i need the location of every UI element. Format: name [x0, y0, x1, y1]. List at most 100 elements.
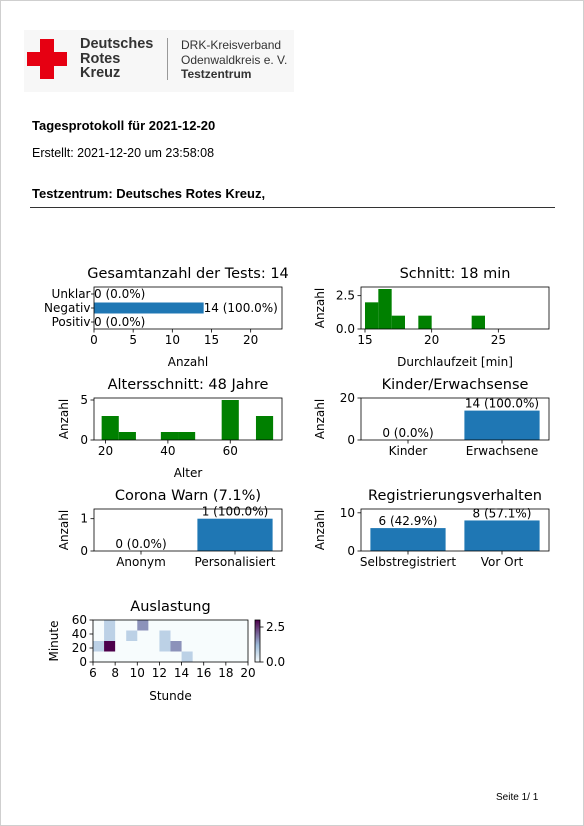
- y-tick-label: 60: [72, 613, 87, 627]
- document-title: Tagesprotokoll für 2021-12-20: [32, 118, 216, 133]
- heatmap-cell: [170, 641, 182, 652]
- bar: [255, 416, 274, 440]
- bar: [118, 432, 136, 440]
- x-tick-label: 5: [129, 333, 137, 347]
- x-tick-label: 15: [357, 333, 372, 347]
- category-label: Unklar: [52, 287, 91, 301]
- y-tick-label: 5: [80, 393, 88, 407]
- org-name-line: Rotes: [80, 50, 121, 67]
- x-tick-label: 16: [196, 666, 211, 680]
- y-axis-label: Anzahl: [313, 399, 327, 439]
- x-tick-label: 40: [160, 444, 175, 458]
- x-axis-label: Alter: [174, 466, 203, 480]
- y-tick-label: 20: [72, 641, 87, 655]
- y-tick-label: 0: [80, 433, 88, 447]
- x-tick-label: 20: [243, 333, 258, 347]
- org-unit-line1: DRK-Kreisverband: [181, 38, 282, 52]
- axes-frame: [360, 286, 550, 330]
- x-axis-label: Anzahl: [168, 355, 208, 369]
- colorbar: [254, 619, 261, 663]
- x-axis-label: Stunde: [149, 689, 192, 703]
- heatmap-cell: [104, 630, 116, 641]
- x-tick-label: Anonym: [116, 555, 166, 569]
- org-unit-line3: Testzentrum: [181, 67, 252, 81]
- x-tick-label: Vor Ort: [481, 555, 524, 569]
- chart-duration: Schnitt: 18 min 15 20 25 0.0 2.5 Durchlaufzeit…: [313, 266, 550, 369]
- x-tick-label: 10: [130, 666, 145, 680]
- bar: [378, 289, 392, 329]
- chart-title: Schnitt: 18 min: [400, 266, 511, 282]
- axes-frame: [93, 286, 283, 330]
- bar: [365, 302, 379, 329]
- heatmap-cell: [137, 620, 149, 631]
- bar: [94, 302, 204, 314]
- x-tick-label: 18: [218, 666, 233, 680]
- x-tick-label: 60: [223, 444, 238, 458]
- x-tick-label: 12: [152, 666, 167, 680]
- data-label: 8 (57.1%): [473, 506, 532, 520]
- heatmap-cell: [93, 641, 105, 652]
- y-axis-label: Anzahl: [313, 510, 327, 550]
- chart-title: Registrierungsverhalten: [368, 488, 542, 504]
- y-axis-label: Minute: [47, 621, 61, 662]
- category-label: Positiv: [52, 315, 91, 329]
- data-label: 14 (100.0%): [204, 301, 278, 315]
- header-rule: [30, 207, 555, 208]
- x-tick-label: Kinder: [389, 444, 428, 458]
- y-tick-label: 0: [79, 655, 87, 669]
- axes-frame: [360, 397, 550, 441]
- axes-frame: [93, 508, 283, 552]
- chart-corona-warn: Corona Warn (7.1%) 0 (0.0%) Anonym 1 (100.0…: [57, 488, 283, 569]
- heatmap-cell: [181, 651, 193, 662]
- chart-age: Altersschnitt: 48 Jahre 20 40 60 0 5 Alter Anza…: [57, 377, 283, 480]
- org-unit-line2: Odenwaldkreis e. V.: [181, 52, 288, 67]
- test-center-name: Testzentrum: Deutsches Rotes Kreuz,: [32, 186, 266, 201]
- bar: [197, 518, 273, 551]
- bar: [160, 432, 179, 440]
- x-tick-label: 10: [165, 333, 180, 347]
- created-timestamp: Erstellt: 2021-12-20 um 23:58:08: [32, 146, 215, 160]
- colorbar-tick-label: 2.5: [266, 620, 285, 634]
- y-tick-label: 0: [347, 433, 355, 447]
- data-label: 0 (0.0%): [94, 315, 145, 329]
- heatmap-cell: [159, 641, 171, 652]
- chart-title: Kinder/Erwachsense: [382, 377, 529, 393]
- heatmap-cell: [104, 641, 116, 652]
- chart-title: Altersschnitt: 48 Jahre: [108, 377, 269, 393]
- bar: [471, 315, 485, 329]
- x-tick-label: 14: [174, 666, 189, 680]
- y-tick-label: 2.5: [336, 289, 355, 303]
- x-tick-label: 25: [491, 333, 506, 347]
- y-axis-label: Anzahl: [313, 288, 327, 328]
- x-tick-label: Erwachsene: [466, 444, 539, 458]
- x-axis-label: Durchlaufzeit [min]: [397, 355, 513, 369]
- x-tick-label: Personalisiert: [195, 555, 276, 569]
- heatmap-cell: [104, 620, 116, 631]
- category-label: Negativ: [44, 301, 90, 315]
- org-logo-text: Deutsches Rotes Kreuz: [80, 37, 153, 81]
- page-number: Seite 1/ 1: [496, 792, 539, 803]
- org-name-line: Kreuz: [80, 65, 121, 81]
- bar: [464, 410, 540, 440]
- chart-children-adults: Kinder/Erwachsense 0 (0.0%) Kinder 14 (100.…: [313, 377, 550, 458]
- x-tick-label: 20: [424, 333, 439, 347]
- org-name-line: Deutsches: [80, 36, 154, 52]
- x-tick-label: 20: [240, 666, 255, 680]
- data-label: 14 (100.0%): [465, 397, 539, 411]
- chart-registration: Registrierungsverhalten 6 (42.9%) Selbstre…: [313, 488, 550, 569]
- y-tick-label: 40: [72, 627, 87, 641]
- axes-frame: [360, 508, 550, 552]
- data-label: 6 (42.9%): [379, 514, 438, 528]
- bar: [464, 520, 540, 551]
- y-tick-label: 1: [80, 512, 88, 526]
- axes-frame: [92, 619, 249, 663]
- x-tick-label: 8: [111, 666, 119, 680]
- bar: [391, 315, 405, 329]
- y-tick-label: 10: [340, 506, 355, 520]
- x-tick-label: 20: [98, 444, 113, 458]
- org-unit: DRK-Kreisverband Odenwaldkreis e. V. Tes…: [181, 38, 287, 82]
- y-tick-label: 0.0: [336, 322, 355, 336]
- heatmap-cell: [159, 630, 171, 641]
